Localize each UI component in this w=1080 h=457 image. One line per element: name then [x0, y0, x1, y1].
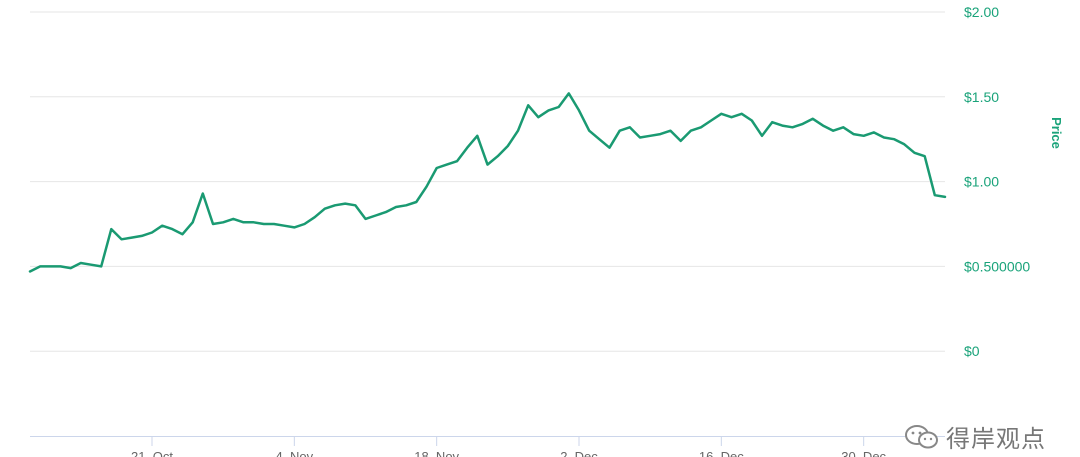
y-axis-tick-labels: $2.00 $1.50 $1.00 $0.500000 $0: [964, 4, 1030, 359]
x-tick-label: 18. Nov: [414, 449, 459, 457]
watermark-text: 得岸观点: [946, 425, 1046, 453]
y-tick-label: $1.50: [964, 89, 999, 105]
x-tick-label: 21. Oct: [131, 449, 173, 457]
grid-lines: [30, 11, 945, 352]
x-tick-label: 4. Nov: [276, 449, 314, 457]
x-tick-label: 30. Dec: [841, 449, 886, 457]
price-line: [28, 92, 947, 273]
y-tick-label: $2.00: [964, 4, 999, 20]
x-tick-label: 16. Dec: [699, 449, 744, 457]
x-tick-label: 2. Dec: [560, 449, 598, 457]
price-series: [28, 92, 947, 273]
x-axis: 21. Oct 4. Nov 18. Nov 2. Dec 16. Dec 30. Dec: [30, 436, 945, 457]
watermark: 得岸观点: [904, 419, 1046, 454]
y-tick-label: $0: [964, 343, 980, 359]
y-tick-label: $0.500000: [964, 258, 1030, 274]
y-tick-label: $1.00: [964, 174, 999, 190]
y-axis-label: Price: [1049, 117, 1064, 149]
chat-bubbles-icon: [905, 424, 938, 448]
